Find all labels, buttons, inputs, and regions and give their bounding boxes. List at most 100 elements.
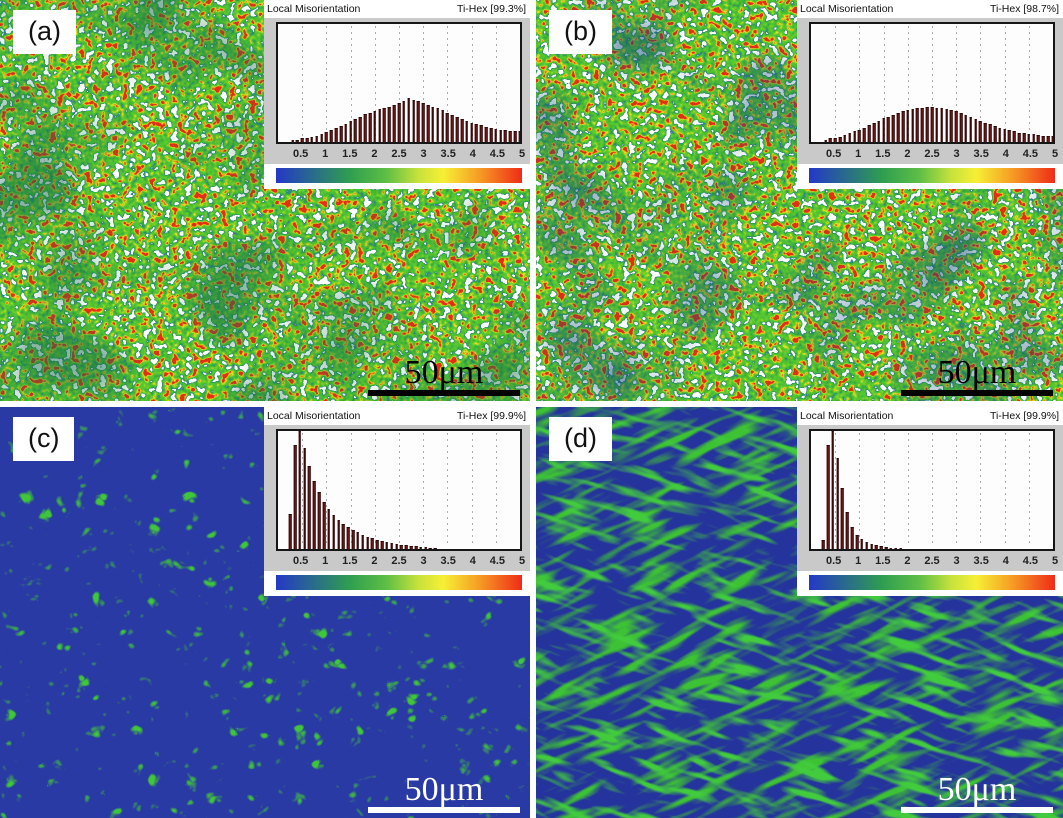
scale-bar-line [901,807,1053,813]
gridline [399,433,400,547]
inset-title: Local Misorientation [267,410,361,422]
gridline [1053,433,1054,547]
histogram-bar [504,130,507,142]
histogram-bar [371,538,374,549]
axis-tick-label: 0.5 [292,148,309,160]
gridline [907,26,909,140]
histogram-inset-b: Local Misorientation Ti-Hex [98.7%] 0.5 1… [797,0,1063,189]
axis-tick-label: 3.5 [440,148,456,160]
scale-bar-a: 50μm [368,353,520,396]
histogram-bar [361,534,364,549]
histogram-bar [911,108,914,142]
gridline [326,26,328,140]
axis-tick-label: 1.5 [875,148,891,160]
panel-b: (b) Local Misorientation Ti-Hex [98.7%] … [536,0,1063,401]
axis-tick-label: 1 [855,555,862,567]
histogram-bar [484,126,488,142]
gridline [835,26,837,140]
histogram-bar [329,130,333,142]
histogram-bar [441,110,444,142]
histogram-bar [935,107,939,142]
histogram-bar [431,106,435,142]
inset-body: 0.5 1 1.5 2 2.5 3 3.5 4 4.5 5 [797,425,1063,571]
histogram-bar [887,116,890,142]
gridline [520,433,521,547]
axis-tick-label: 0.5 [292,555,309,567]
scale-bar-c: 50μm [368,770,520,813]
scale-bar-label: 50μm [937,353,1017,391]
histogram-bar [388,106,391,142]
scale-bar-line [368,390,520,396]
histogram-bar [899,548,902,549]
histogram-bar [358,116,362,142]
histogram-bar [875,545,878,549]
histogram-inset-d: Local Misorientation Ti-Hex [99.9%] 0.5 1… [797,407,1063,596]
axis-tick-label: 4.5 [1022,555,1039,567]
histogram-plot-b [809,22,1055,144]
axis-tick-label: 4.5 [1022,148,1039,160]
histogram-bar [954,111,958,142]
axis-tick-label: 2.5 [391,555,407,567]
histogram-bar [310,136,314,142]
histogram-bar [334,128,338,142]
histogram-bar [349,121,352,142]
axis-tick-label: 2.5 [924,555,940,567]
histogram-bar [865,541,868,549]
histogram-bar [858,129,861,142]
histogram-bar [395,543,398,549]
gridline [495,433,497,547]
histogram-bar [351,530,355,549]
histogram-bar [906,110,910,142]
axis-tick-label: 2.5 [391,148,407,160]
phase-fraction-label: Ti-Hex [99.3%] [456,3,526,15]
histogram-bar [446,112,449,142]
histogram-bar [424,547,427,549]
axis-tick-label: 2.5 [924,148,940,160]
histogram-bar [964,114,968,142]
scale-bar-label: 50μm [404,770,484,808]
histogram-bar [315,135,319,142]
histogram-bar [356,532,360,549]
gridline [1004,26,1006,140]
histogram-bar [969,117,973,142]
histogram-bar [1022,133,1026,142]
histogram-bar [436,108,440,142]
histogram-bar [850,526,854,549]
histogram-bar [831,431,835,549]
histogram-bar [317,492,321,549]
histogram-bar [300,138,304,142]
scale-bar-label: 50μm [404,353,484,391]
histogram-bar [846,512,849,549]
histogram-bar [313,480,316,549]
axis-tick-label: 2 [904,148,911,160]
histogram-bar [366,536,369,549]
histogram-bar [1008,130,1011,142]
histogram-bar [877,120,881,142]
axis-tick-label: 3.5 [973,148,989,160]
histogram-bar [407,98,410,142]
axis-tick-label: 4 [1002,555,1009,567]
axis-tick-label: 5 [1051,148,1059,160]
histogram-x-ticks: 0.5 1 1.5 2 2.5 3 3.5 4 4.5 5 [276,551,525,571]
inset-title: Local Misorientation [800,3,894,15]
histogram-bar [368,112,372,142]
histogram-bar [450,114,454,142]
histogram-bar [1003,129,1006,142]
histogram-bar [293,445,297,549]
histogram-bar [925,106,929,142]
axis-tick-label: 1 [322,148,329,160]
histogram-bar [332,514,335,549]
inset-body: 0.5 1 1.5 2 2.5 3 3.5 4 4.5 5 [264,18,530,164]
axis-tick-label: 1 [322,555,329,567]
histogram-bar [959,113,963,142]
histogram-bar [862,127,866,142]
axis-tick-label: 5 [518,148,526,160]
histogram-bar [853,131,856,142]
histogram-bar [288,513,292,549]
axis-tick-label: 3 [420,555,427,567]
histogram-bar [390,542,394,549]
axis-tick-label: 3 [953,148,960,160]
gridline [399,26,400,140]
misorientation-colorbar [809,168,1055,183]
inset-body: 0.5 1 1.5 2 2.5 3 3.5 4 4.5 5 [264,425,530,571]
